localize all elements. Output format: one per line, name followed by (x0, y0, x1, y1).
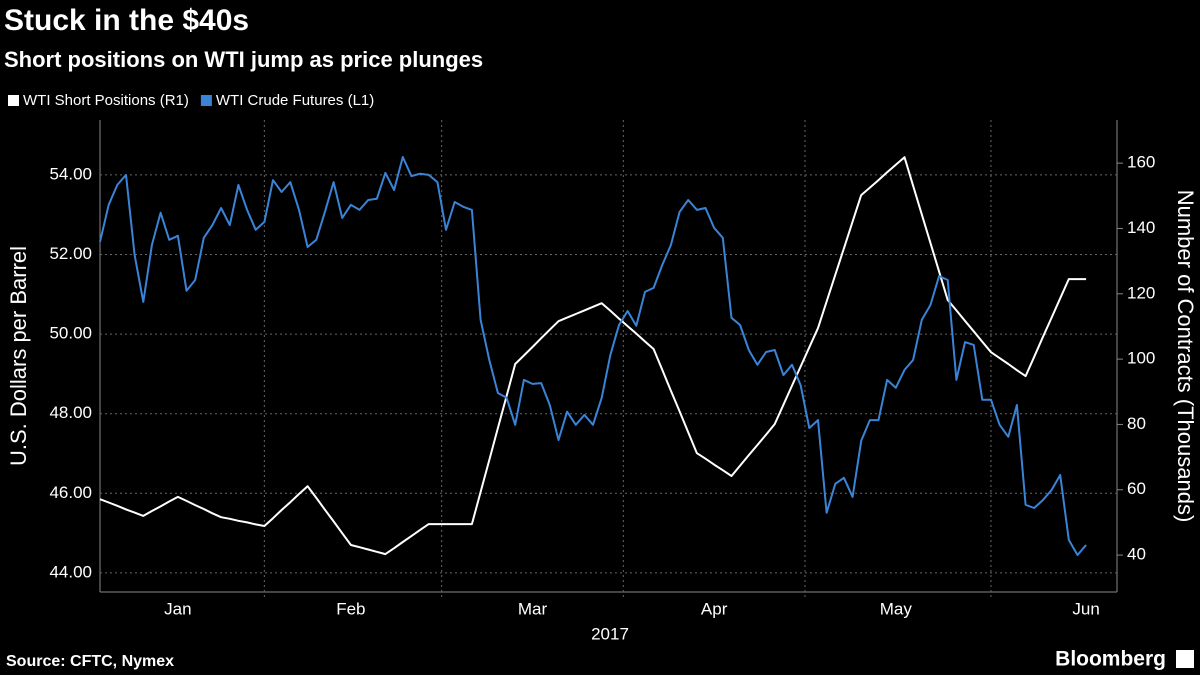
y2-tick-label: 60 (1127, 479, 1146, 498)
x-tick-label: Mar (518, 599, 548, 618)
chart-subtitle: Short positions on WTI jump as price plu… (4, 47, 483, 72)
x-axis-label: 2017 (591, 624, 629, 643)
y2-tick-label: 140 (1127, 218, 1155, 237)
y-tick-label: 48.00 (49, 403, 92, 422)
y-tick-label: 54.00 (49, 164, 92, 183)
brand: Bloomberg (1055, 648, 1166, 671)
legend-swatch (8, 95, 19, 106)
y-tick-label: 46.00 (49, 483, 92, 502)
legend-swatch (200, 95, 212, 106)
legend-label: WTI Crude Futures (L1) (216, 92, 374, 109)
y2-tick-label: 80 (1127, 414, 1146, 433)
x-tick-label: Jun (1072, 599, 1099, 618)
legend-label: WTI Short Positions (R1) (23, 92, 189, 109)
y-tick-label: 52.00 (49, 244, 92, 263)
x-tick-label: Feb (336, 599, 365, 618)
chart-title: Stuck in the $40s (4, 4, 249, 37)
y-tick-label: 44.00 (49, 562, 92, 581)
series-line (99, 156, 1087, 556)
source: Source: CFTC, Nymex (6, 653, 174, 670)
y-tick-label: 50.00 (49, 324, 92, 343)
x-tick-label: Apr (701, 599, 728, 618)
y-axis-label: U.S. Dollars per Barrel (6, 246, 31, 466)
brand-icon (1176, 650, 1194, 668)
series-line (99, 156, 1087, 556)
x-tick-label: May (880, 599, 913, 618)
y2-tick-label: 160 (1127, 153, 1155, 172)
y2-tick-label: 100 (1127, 349, 1155, 368)
x-tick-label: Jan (164, 599, 191, 618)
y2-tick-label: 120 (1127, 283, 1155, 302)
y2-axis-label: Number of Contracts (Thousands) (1173, 190, 1198, 523)
y2-tick-label: 40 (1127, 545, 1146, 564)
